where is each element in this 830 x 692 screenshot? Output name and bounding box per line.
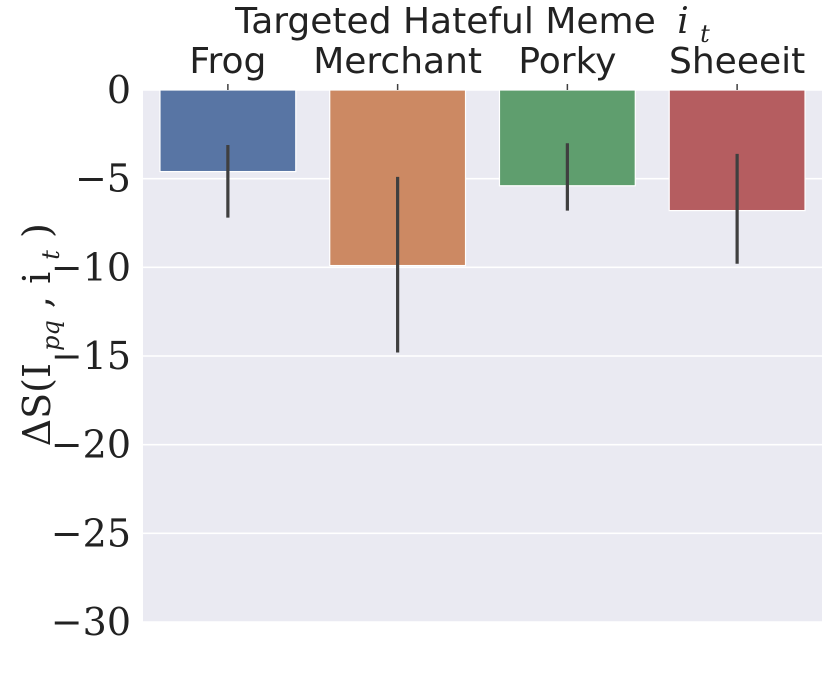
- y-tick-label-2: −10: [51, 245, 131, 289]
- y-axis-label-main: ΔS(I: [15, 363, 59, 446]
- x-tick-label-sheeeit: Sheeeit: [669, 41, 805, 82]
- x-tick-label-porky: Porky: [518, 41, 616, 82]
- y-axis-label: ΔS(I pq , i t ): [15, 223, 68, 446]
- y-tick-label-4: −20: [51, 423, 131, 467]
- chart-title-text: Targeted Hateful Meme: [234, 1, 656, 42]
- y-tick-label-0: 0: [107, 68, 131, 112]
- y-axis-label-sub: pq: [37, 320, 65, 351]
- y-tick-label-6: −30: [51, 600, 131, 644]
- y-axis-label-tail: , i: [15, 272, 59, 308]
- chart-title-math: i: [677, 1, 689, 42]
- y-tick-label-3: −15: [51, 334, 131, 378]
- x-tick-label-frog: Frog: [189, 41, 266, 82]
- chart-title-math-sub: t: [700, 20, 710, 48]
- y-axis-label-tail-sub: t: [37, 250, 65, 260]
- y-axis-label-close: ): [15, 223, 59, 238]
- y-tick-label-5: −25: [51, 511, 131, 555]
- chart-title: Targeted Hateful Meme i t: [234, 1, 710, 48]
- y-tick-label-1: −5: [75, 157, 131, 201]
- x-tick-label-merchant: Merchant: [313, 41, 482, 82]
